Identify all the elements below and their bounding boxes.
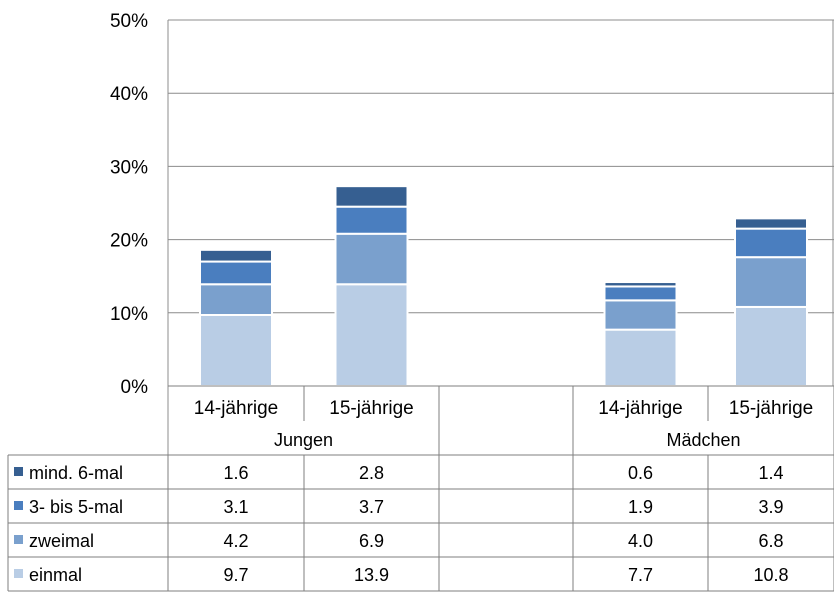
y-tick-label: 20% (110, 231, 148, 252)
bar-segment (603, 328, 678, 387)
bar-segment (199, 313, 273, 387)
legend-key (14, 569, 23, 578)
data-table-value: 2.8 (359, 463, 384, 483)
bar-segment (199, 283, 273, 316)
data-table-value: 6.9 (359, 531, 384, 551)
legend-key (14, 535, 23, 544)
y-axis-tick-labels: 0% 10% 20% 30% 40% 50% (110, 11, 148, 398)
x-category-label: 15-jährige (329, 398, 414, 419)
bar-segment (734, 305, 808, 387)
data-table-value: 4.2 (223, 531, 248, 551)
x-category-label: 14-jährige (598, 398, 683, 419)
y-tick-label: 40% (110, 84, 148, 105)
data-table-value: 6.8 (758, 531, 783, 551)
y-tick-label: 10% (110, 304, 148, 325)
y-tick-label: 0% (121, 377, 149, 398)
x-category-label: 14-jährige (194, 398, 279, 419)
legend-label: zweimal (29, 531, 94, 551)
bar-segment (734, 217, 808, 230)
bar-segment (603, 299, 678, 331)
legend-label: 3- bis 5-mal (29, 497, 123, 517)
y-tick-label: 30% (110, 157, 148, 178)
bar-segment (603, 281, 678, 288)
data-table-value: 0.6 (628, 463, 653, 483)
x-category-label: 15-jährige (729, 398, 814, 419)
data-table-value: 3.9 (758, 497, 783, 517)
bar-segment (603, 285, 678, 302)
bar-segment (199, 248, 273, 263)
bar-segment (199, 260, 273, 286)
data-table-value: 13.9 (354, 565, 389, 585)
data-table-value: 3.1 (223, 497, 248, 517)
data-table-value: 1.4 (758, 463, 783, 483)
data-table: 14-jährige 15-jährige 14-jährige 15-jährige… (7, 385, 834, 592)
bar-segment (334, 232, 409, 286)
data-table-value: 7.7 (628, 565, 653, 585)
bar-segment (334, 185, 409, 208)
bar-segment (734, 256, 808, 308)
legend-key (14, 467, 23, 476)
data-table-value: 10.8 (753, 565, 788, 585)
legend-label: mind. 6-mal (29, 463, 123, 483)
data-table-value: 4.0 (628, 531, 653, 551)
x-group-label: Jungen (274, 430, 333, 450)
legend-key (14, 501, 23, 510)
data-table-value: 1.6 (223, 463, 248, 483)
data-table-value: 1.9 (628, 497, 653, 517)
bar-segment (734, 227, 808, 259)
bar-segment (334, 205, 409, 235)
y-tick-label: 50% (110, 11, 148, 32)
x-group-label: Mädchen (666, 430, 740, 450)
data-table-value: 3.7 (359, 497, 384, 517)
bars (199, 185, 808, 388)
legend-label: einmal (29, 565, 82, 585)
bar-segment (334, 283, 409, 388)
data-table-value: 9.7 (223, 565, 248, 585)
